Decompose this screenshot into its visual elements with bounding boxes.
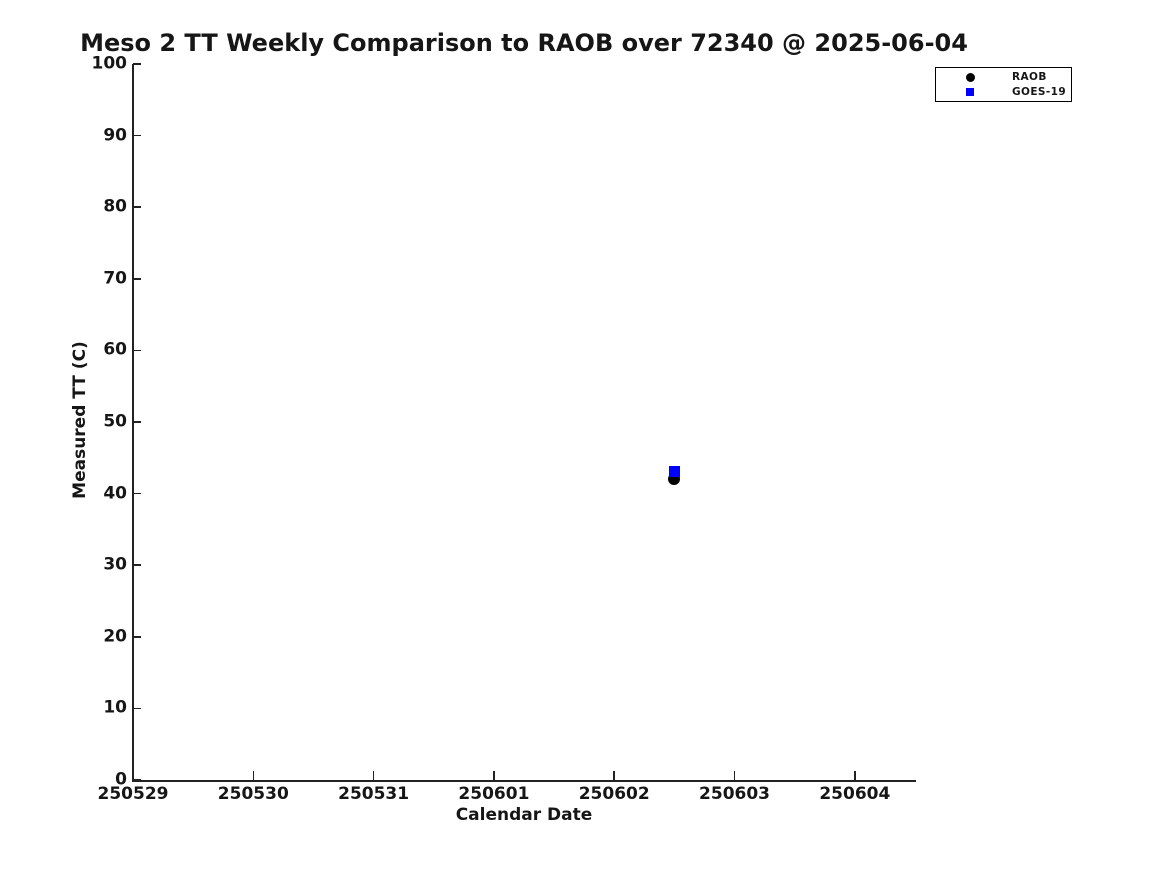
y-tick-mark xyxy=(133,206,141,208)
y-tick-label: 10 xyxy=(103,697,127,718)
y-tick-label: 50 xyxy=(103,411,127,432)
x-axis-spine xyxy=(132,780,916,782)
goes19-square-icon xyxy=(966,88,974,96)
y-tick-mark xyxy=(133,492,141,495)
x-tick-mark xyxy=(493,771,495,780)
y-tick-mark xyxy=(133,564,141,566)
legend: RAOB GOES-19 xyxy=(935,67,1072,102)
y-tick-label: 30 xyxy=(103,554,127,575)
legend-item-raob: RAOB xyxy=(936,71,1071,84)
x-axis-label: Calendar Date xyxy=(455,805,593,825)
x-tick-mark xyxy=(372,771,375,780)
x-tick-mark xyxy=(252,771,255,780)
y-tick-label: 0 xyxy=(115,769,127,790)
y-tick-label: 70 xyxy=(103,268,127,289)
raob-circle-icon xyxy=(965,72,975,82)
y-tick-label: 20 xyxy=(103,626,127,647)
x-tick-mark xyxy=(132,771,134,780)
x-tick-label: 250603 xyxy=(699,784,771,804)
x-tick-label: 250604 xyxy=(819,784,891,804)
legend-label-raob: RAOB xyxy=(1012,70,1047,83)
data-point-goes-19 xyxy=(668,465,680,477)
x-tick-label: 250530 xyxy=(217,784,289,804)
y-tick-mark xyxy=(133,63,141,65)
y-axis-spine xyxy=(132,64,134,781)
y-tick-label: 90 xyxy=(103,125,127,146)
y-tick-mark xyxy=(133,349,141,352)
plot-area: 0 10 20 30 40 50 60 70 80 90 100 250529 250530 250531… xyxy=(92,55,916,803)
legend-marker-cell xyxy=(936,72,1004,82)
y-tick-mark xyxy=(133,779,141,781)
legend-label-goes19: GOES-19 xyxy=(1012,85,1067,98)
x-tick-mark xyxy=(733,771,736,780)
y-tick-mark xyxy=(133,278,141,280)
y-tick-label: 80 xyxy=(103,196,127,217)
y-tick-mark xyxy=(133,421,141,423)
chart-title: Meso 2 TT Weekly Comparison to RAOB over… xyxy=(80,29,968,57)
y-tick-mark xyxy=(133,636,141,638)
x-tick-label: 250601 xyxy=(458,784,530,804)
x-tick-label: 250602 xyxy=(578,784,650,804)
x-tick-label: 250529 xyxy=(97,784,169,804)
y-tick-label: 40 xyxy=(103,483,127,504)
legend-marker-cell xyxy=(936,88,1004,96)
y-tick-label: 100 xyxy=(91,53,128,74)
legend-item-goes19: GOES-19 xyxy=(936,86,1071,99)
x-tick-mark xyxy=(854,771,856,780)
x-tick-label: 250531 xyxy=(338,784,410,804)
y-tick-mark xyxy=(133,707,141,710)
y-tick-mark xyxy=(133,134,141,137)
y-tick-label: 60 xyxy=(103,339,127,360)
x-tick-mark xyxy=(613,771,615,780)
